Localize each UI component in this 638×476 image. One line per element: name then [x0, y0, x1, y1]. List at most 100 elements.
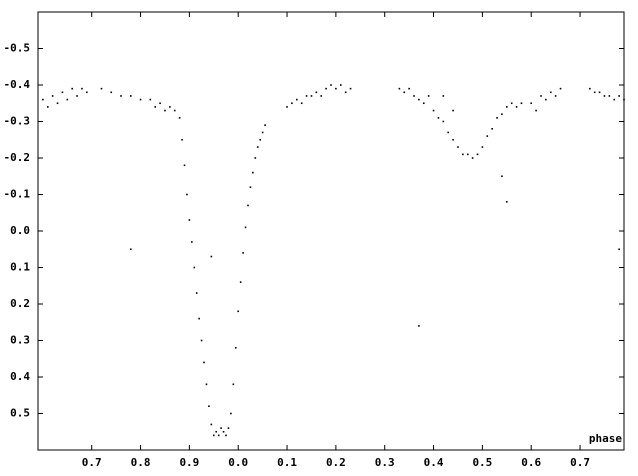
data-point [81, 87, 83, 90]
data-point [86, 91, 88, 94]
data-point [242, 252, 244, 254]
data-point [452, 138, 454, 141]
x-tick-label: 0.9 [179, 456, 199, 469]
data-point [623, 98, 625, 101]
data-point [244, 226, 247, 229]
data-point [51, 95, 54, 97]
data-point [186, 193, 188, 196]
x-tick-label: 0.5 [472, 456, 492, 469]
data-point [603, 95, 606, 97]
data-point [200, 339, 203, 342]
data-point [195, 292, 198, 294]
data-point [447, 131, 449, 134]
x-tick-label: 0.3 [375, 456, 395, 469]
data-point [432, 109, 435, 112]
data-point [330, 84, 332, 86]
data-point [254, 157, 257, 159]
data-point [291, 102, 293, 105]
data-point [42, 98, 44, 101]
data-point [234, 347, 237, 349]
data-point [198, 317, 200, 320]
data-point [169, 106, 171, 108]
data-point [232, 383, 235, 386]
data-point [545, 98, 547, 101]
data-point [173, 109, 176, 112]
data-point [210, 255, 213, 258]
y-tick-label: 0.1 [10, 261, 30, 274]
data-point [71, 87, 73, 90]
data-point [618, 95, 620, 97]
data-point [462, 153, 464, 156]
data-point [305, 95, 308, 97]
data-point [261, 131, 264, 134]
data-point [608, 95, 611, 97]
data-point [344, 91, 347, 94]
data-point [339, 84, 342, 86]
data-point [76, 95, 78, 97]
data-point [515, 106, 518, 108]
data-point [427, 95, 430, 97]
data-point [398, 87, 401, 90]
data-point [203, 361, 205, 364]
data-point [501, 175, 503, 178]
data-point [418, 325, 420, 327]
data-point [554, 95, 557, 97]
data-point [164, 109, 166, 112]
data-point [239, 281, 242, 283]
data-point [613, 98, 616, 101]
data-point [159, 102, 161, 105]
data-point [501, 113, 503, 115]
data-point [413, 95, 415, 97]
data-point [491, 128, 493, 130]
data-point [300, 102, 303, 105]
data-point [325, 87, 327, 90]
data-point [222, 430, 225, 433]
data-point [154, 106, 156, 108]
data-point [593, 91, 596, 94]
data-point [535, 109, 537, 112]
data-point [249, 186, 252, 188]
x-tick-label: 0.6 [521, 456, 541, 469]
data-point [46, 106, 49, 108]
data-point [296, 98, 298, 101]
data-point [466, 153, 469, 156]
data-point [506, 201, 508, 203]
data-point [129, 248, 132, 251]
data-point [471, 157, 474, 159]
x-tick-label: 0.1 [277, 456, 297, 469]
y-tick-label: -0.5 [4, 42, 31, 55]
data-point [442, 120, 445, 123]
x-tick-label: 0.0 [228, 456, 248, 469]
data-point [286, 106, 288, 108]
data-point [457, 146, 459, 148]
data-point [496, 117, 498, 119]
data-point [220, 427, 222, 429]
data-point [264, 124, 266, 126]
data-point [139, 98, 142, 101]
data-point [320, 95, 323, 97]
data-point [247, 204, 249, 207]
data-point [530, 102, 533, 105]
data-point [193, 266, 196, 269]
data-point [225, 434, 227, 437]
data-point [181, 138, 183, 141]
y-tick-label: -0.4 [4, 78, 31, 91]
data-point [310, 95, 313, 97]
data-point [335, 87, 337, 90]
data-point [61, 91, 64, 94]
data-point [486, 135, 489, 137]
x-tick-label: 0.7 [82, 456, 102, 469]
data-point [215, 430, 218, 433]
data-point [230, 412, 232, 415]
data-point [408, 87, 410, 90]
data-point [178, 117, 181, 119]
data-point [506, 106, 508, 108]
data-point [549, 91, 552, 94]
data-point [442, 95, 445, 97]
y-tick-label: 0.2 [10, 297, 30, 310]
data-point [205, 383, 208, 386]
x-tick-label: 0.7 [570, 456, 590, 469]
x-tick-label: 0.4 [424, 456, 444, 469]
y-tick-label: -0.1 [4, 188, 31, 201]
